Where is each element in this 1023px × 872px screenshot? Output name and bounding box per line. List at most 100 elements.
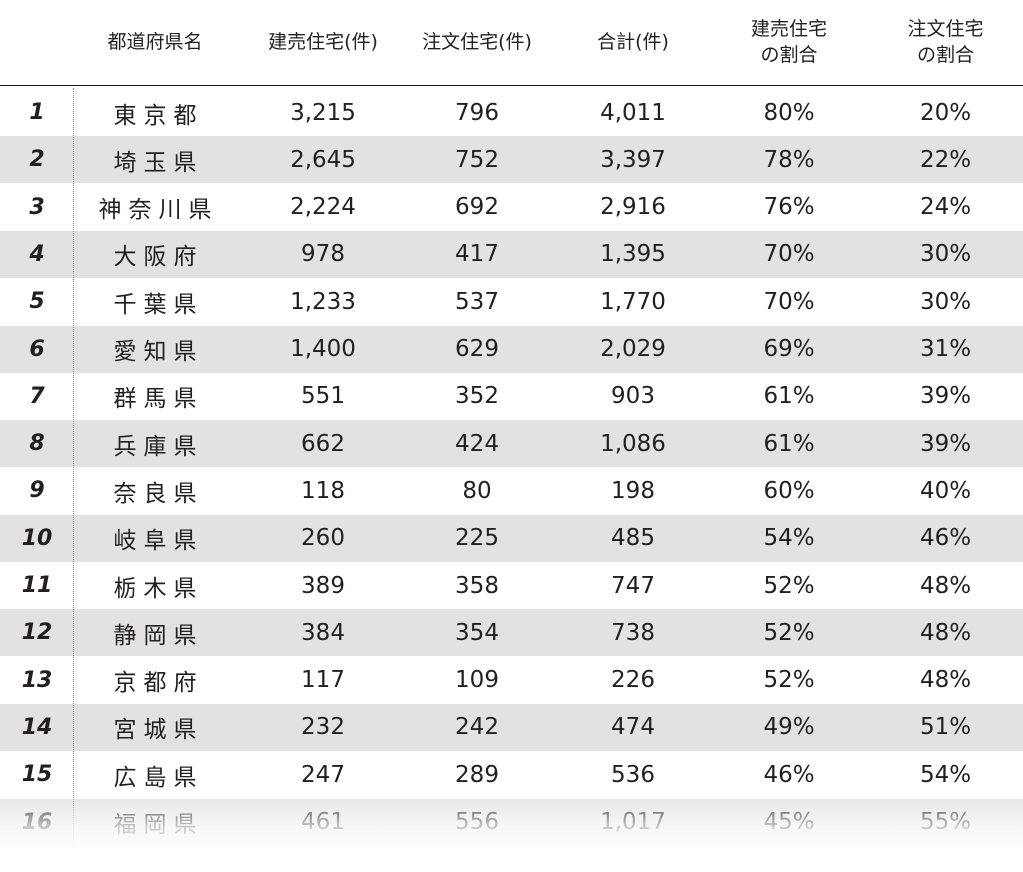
total-cell: 1,086	[600, 430, 666, 457]
chumon-ratio-cell: 24%	[919, 194, 972, 221]
table-row: 15 広島県 247 289 536 46% 54%	[0, 751, 1023, 798]
header-tateuri: 建売住宅(件)	[268, 31, 378, 53]
bottom-fade	[0, 790, 1023, 872]
prefecture-cell: 広島県	[113, 764, 204, 791]
prefecture-cell: 静岡県	[113, 622, 204, 649]
tateuri-cell: 1,400	[290, 336, 356, 362]
rank-cell: 8	[29, 431, 45, 457]
total-cell: 747	[611, 572, 655, 599]
header-tateuri-ratio: 建売住宅 の割合	[750, 18, 827, 66]
rank-cell: 4	[29, 241, 45, 267]
rank-cell: 2	[29, 147, 45, 173]
chumon-cell: 417	[455, 241, 499, 268]
table-row: 13 京都府 117 109 226 52% 48%	[0, 657, 1023, 704]
chumon-cell: 537	[455, 288, 499, 315]
tateuri-ratio-cell: 54%	[763, 525, 815, 552]
tateuri-ratio-cell: 52%	[763, 572, 815, 599]
chumon-ratio-cell: 20%	[919, 99, 972, 126]
total-cell: 2,916	[600, 194, 666, 221]
tateuri-ratio-cell: 61%	[763, 430, 815, 457]
chumon-cell: 80	[462, 477, 492, 504]
rank-cell: 1	[29, 100, 45, 125]
table-row: 14 宮城県 232 242 474 49% 51%	[0, 703, 1023, 751]
chumon-cell: 109	[455, 667, 499, 694]
rank-divider	[73, 88, 74, 872]
rank-cell: 9	[29, 478, 45, 504]
chumon-ratio-cell: 48%	[919, 619, 972, 646]
chumon-ratio-cell: 30%	[919, 241, 972, 268]
table-header: 都道府県名 建売住宅(件) 注文住宅(件) 合計(件) 建売住宅 の割合 注文住…	[0, 0, 1023, 86]
chumon-ratio-cell: 39%	[919, 430, 972, 457]
table-row: 4 大阪府 978 417 1,395 70% 30%	[0, 230, 1023, 278]
tateuri-ratio-cell: 49%	[763, 714, 815, 741]
prefecture-cell: 京都府	[113, 670, 204, 697]
prefecture-cell: 千葉県	[113, 291, 204, 318]
total-cell: 474	[611, 714, 655, 741]
total-cell: 4,011	[600, 99, 666, 126]
total-cell: 1,395	[600, 241, 666, 268]
chumon-ratio-cell: 40%	[919, 477, 972, 504]
tateuri-ratio-cell: 52%	[763, 619, 815, 646]
chumon-cell: 752	[455, 146, 499, 173]
prefecture-cell: 兵庫県	[113, 433, 204, 460]
chumon-ratio-cell: 54%	[919, 761, 972, 788]
rank-cell: 11	[21, 573, 53, 598]
prefecture-cell: 埼玉県	[113, 149, 204, 176]
tateuri-ratio-cell: 46%	[763, 761, 815, 788]
chumon-cell: 289	[455, 761, 499, 788]
prefecture-cell: 奈良県	[113, 480, 204, 507]
table-row: 6 愛知県 1,400 629 2,029 69% 31%	[0, 325, 1023, 373]
chumon-ratio-cell: 48%	[919, 667, 972, 694]
table-row: 9 奈良県 118 80 198 60% 40%	[0, 467, 1023, 514]
chumon-ratio-cell: 31%	[919, 336, 972, 362]
table-row: 10 岐阜県 260 225 485 54% 46%	[0, 514, 1023, 562]
chumon-cell: 242	[455, 714, 499, 741]
rank-cell: 12	[21, 620, 53, 646]
tateuri-ratio-cell: 69%	[763, 336, 815, 362]
rank-cell: 7	[29, 383, 45, 409]
tateuri-cell: 978	[301, 241, 345, 268]
total-cell: 1,770	[600, 288, 666, 315]
chumon-cell: 225	[455, 525, 499, 552]
prefecture-cell: 岐阜県	[113, 528, 204, 555]
prefecture-cell: 大阪府	[113, 244, 204, 271]
tateuri-cell: 260	[301, 525, 345, 552]
tateuri-ratio-cell: 70%	[763, 288, 815, 315]
total-cell: 536	[611, 761, 655, 788]
chumon-cell: 424	[455, 430, 499, 457]
table-row: 5 千葉県 1,233 537 1,770 70% 30%	[0, 278, 1023, 325]
rank-cell: 3	[29, 194, 45, 220]
table-row: 11 栃木県 389 358 747 52% 48%	[0, 562, 1023, 609]
header-chumon-ratio: 注文住宅 の割合	[907, 18, 984, 66]
table-row: 12 静岡県 384 354 738 52% 48%	[0, 609, 1023, 657]
chumon-cell: 358	[455, 572, 499, 599]
total-cell: 198	[611, 477, 655, 504]
chumon-ratio-cell: 22%	[919, 146, 972, 173]
tateuri-cell: 384	[301, 619, 345, 646]
tateuri-cell: 3,215	[290, 99, 356, 126]
prefecture-cell: 愛知県	[113, 339, 204, 365]
tateuri-cell: 247	[301, 761, 345, 788]
tateuri-ratio-cell: 61%	[763, 383, 815, 410]
total-cell: 226	[611, 667, 655, 694]
tateuri-cell: 232	[301, 714, 345, 741]
tateuri-ratio-cell: 80%	[763, 99, 815, 126]
tateuri-ratio-cell: 76%	[763, 194, 815, 221]
header-prefecture: 都道府県名	[107, 31, 203, 53]
chumon-cell: 354	[455, 619, 499, 646]
total-cell: 485	[611, 525, 655, 552]
prefecture-cell: 神奈川県	[98, 197, 219, 224]
tateuri-cell: 2,224	[290, 194, 356, 221]
tateuri-ratio-cell: 70%	[763, 241, 815, 268]
chumon-ratio-cell: 30%	[919, 288, 972, 315]
chumon-ratio-cell: 51%	[919, 714, 972, 741]
total-cell: 903	[611, 383, 655, 410]
rank-cell: 13	[21, 667, 53, 693]
chumon-cell: 629	[455, 336, 499, 362]
prefecture-housing-table: 都道府県名 建売住宅(件) 注文住宅(件) 合計(件) 建売住宅 の割合 注文住…	[0, 0, 1023, 846]
chumon-ratio-cell: 46%	[919, 525, 972, 552]
rank-cell: 10	[21, 525, 53, 551]
rank-cell: 6	[29, 336, 45, 362]
tateuri-cell: 551	[301, 383, 345, 410]
rank-cell: 5	[29, 289, 45, 315]
